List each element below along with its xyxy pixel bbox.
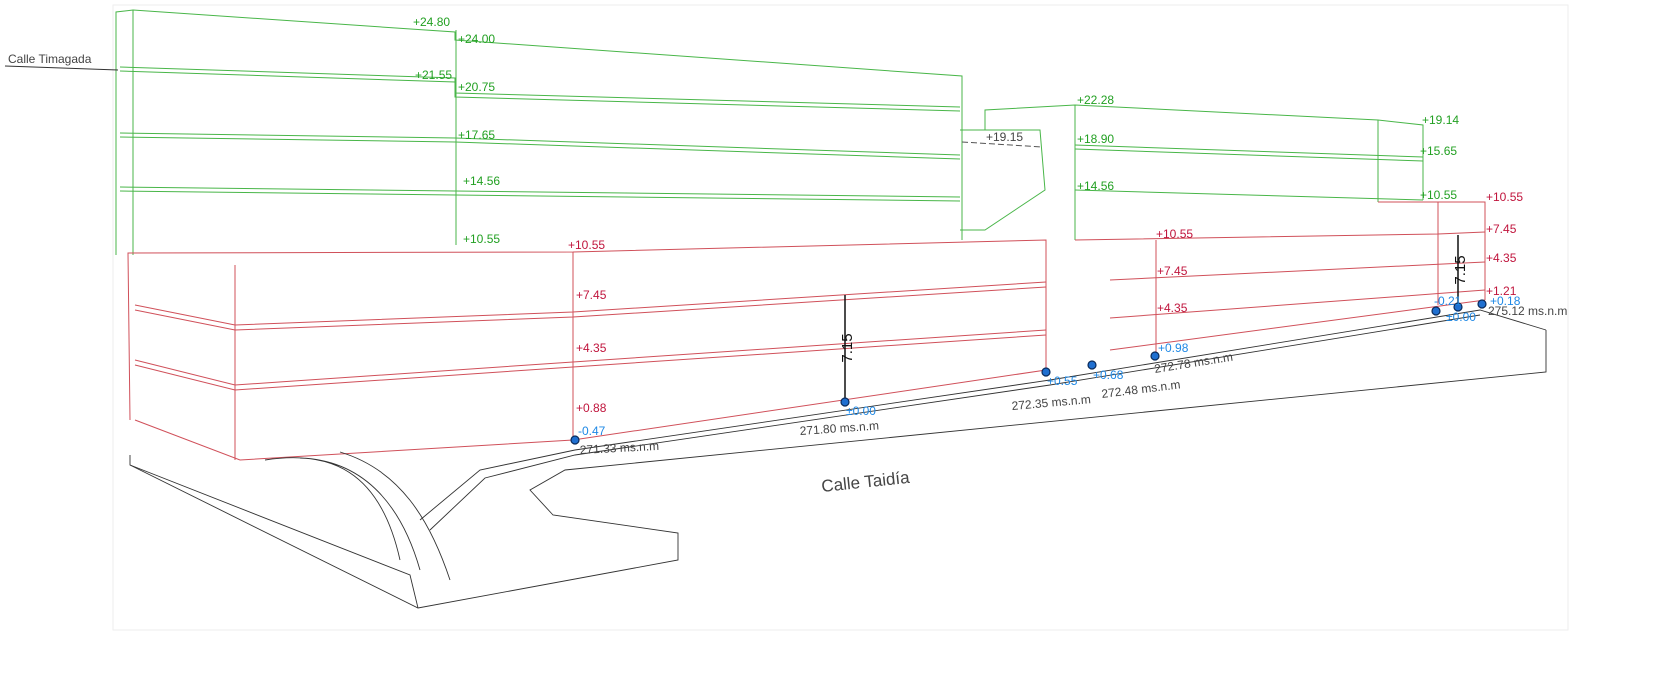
level-label: +15.65 (1420, 144, 1457, 158)
level-label: +0.55 (1047, 374, 1078, 388)
dimension-label: 7.15 (1452, 255, 1469, 284)
level-point (570, 435, 580, 445)
ground (4, 65, 1547, 609)
floor-line (134, 286, 1047, 331)
outline (984, 104, 1424, 200)
level-label: +14.56 (1077, 179, 1114, 193)
level-point (1431, 306, 1441, 316)
level-label: +19.14 (1422, 113, 1459, 127)
level-point (1453, 302, 1463, 312)
level-label: +22.28 (1077, 93, 1114, 107)
level-label: +17.65 (458, 128, 495, 142)
level-label: +1.21 (1486, 284, 1517, 298)
leader-line (4, 65, 119, 71)
floor-line (1074, 189, 1424, 201)
floor-line (1109, 261, 1486, 281)
floor-line (1109, 289, 1486, 319)
level-point (1477, 299, 1487, 309)
floor-line (119, 132, 961, 156)
dimension-label: 7.15 (839, 333, 856, 362)
street-label: Calle Taidía (820, 468, 911, 496)
level-point (1041, 367, 1051, 377)
level-label: +10.55 (568, 238, 605, 252)
floor-line (1074, 144, 1424, 158)
level-label: +21.55 (415, 68, 452, 82)
level-label: +4.35 (1486, 251, 1517, 265)
level-point (840, 397, 850, 407)
altitude-label: 275.12 ms.n.m (1488, 304, 1567, 318)
level-point (1087, 360, 1097, 370)
level-label: +0.18 (1490, 294, 1521, 308)
level-label: +4.35 (576, 341, 607, 355)
outline (127, 239, 1047, 421)
level-label: +10.55 (463, 232, 500, 246)
floor-line (1074, 148, 1424, 162)
frame (112, 4, 1569, 631)
terrain-curves (264, 451, 451, 581)
level-label: ±0.00 (1446, 310, 1476, 324)
level-label: +7.45 (1157, 264, 1188, 278)
base-line (1109, 299, 1486, 351)
lower-volumes (127, 201, 1486, 461)
floor-line (134, 281, 1047, 326)
level-label: +0.98 (1158, 341, 1189, 355)
level-point (1150, 351, 1160, 361)
floor-line (134, 334, 1047, 391)
level-label: +0.88 (576, 401, 607, 415)
street-label: Calle Timagada (8, 52, 92, 66)
altitude-label: 271.80 ms.n.m (799, 418, 879, 438)
level-label: +4.35 (1157, 301, 1188, 315)
outline (115, 9, 963, 255)
altitude-label: 271.33 ms.n.m (579, 439, 659, 457)
dashed-line (961, 141, 1043, 148)
floor-line (119, 136, 961, 160)
level-label: -0.47 (578, 424, 606, 438)
level-label: +18.90 (1077, 132, 1114, 146)
level-label: +0.68 (1093, 368, 1124, 382)
level-label: +10.55 (1420, 188, 1457, 202)
level-label: ±0.00 (846, 404, 876, 418)
altitude-label: 272.35 ms.n.m (1011, 392, 1091, 413)
stair (960, 129, 1046, 231)
level-label: +24.00 (458, 32, 495, 46)
level-label: +19.15 (986, 130, 1023, 144)
street-outline (129, 330, 1547, 609)
floor-line (134, 329, 1047, 386)
level-label: +20.75 (458, 80, 495, 94)
level-label: +7.45 (576, 288, 607, 302)
floor-line (119, 190, 961, 202)
level-label: +7.45 (1486, 222, 1517, 236)
level-points (570, 299, 1487, 445)
sidewalk (419, 309, 1547, 521)
base-line (134, 369, 1047, 461)
sidewalk (429, 314, 1481, 531)
floor-line (119, 186, 961, 198)
outline (1378, 201, 1486, 300)
outline (1074, 231, 1486, 241)
floor-line (119, 66, 961, 108)
level-label: +10.55 (1156, 227, 1193, 241)
upper-volumes (115, 9, 1424, 255)
level-label: -0.21 (1434, 294, 1462, 308)
base-edge (129, 464, 419, 609)
level-label: +14.56 (463, 174, 500, 188)
floor-line (119, 70, 961, 112)
level-label: +24.80 (413, 15, 450, 29)
level-label: +10.55 (1486, 190, 1523, 204)
